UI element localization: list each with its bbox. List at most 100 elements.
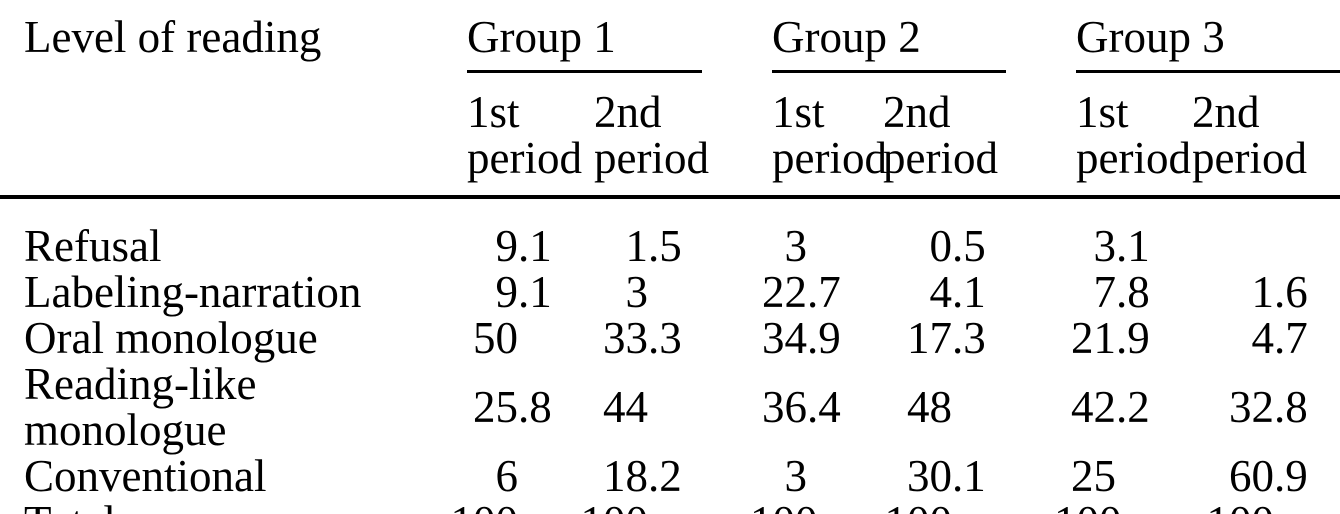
column-gap bbox=[1006, 315, 1054, 361]
integer-part: 9 bbox=[495, 221, 519, 271]
integer-part: 34 bbox=[762, 313, 808, 363]
decimal-part: .1 bbox=[952, 267, 986, 317]
row-label: Total bbox=[0, 499, 445, 514]
value-cell: 18.2 bbox=[572, 453, 702, 499]
value-cell: 100 bbox=[1054, 499, 1171, 514]
period-header-g3-2nd: 2nd period bbox=[1170, 73, 1340, 199]
period-line-1: 2nd bbox=[1192, 87, 1260, 137]
group-1-label: Group 1 bbox=[467, 12, 616, 62]
period-line-1: 1st bbox=[772, 87, 825, 137]
period-header-g1-2nd: 2nd period bbox=[572, 73, 709, 199]
integer-part: 36 bbox=[762, 382, 808, 432]
column-gap bbox=[702, 361, 750, 453]
decimal-part: .5 bbox=[952, 221, 986, 271]
period-header-g1-1st: 1st period bbox=[445, 73, 582, 199]
value-cell: 9.1 bbox=[445, 269, 572, 315]
value-cell: 100 bbox=[1170, 499, 1340, 514]
integer-part: 1 bbox=[625, 221, 649, 271]
decimal-part: .1 bbox=[1116, 221, 1150, 271]
value-cell: 34.9 bbox=[750, 315, 861, 361]
value-cell: 1.6 bbox=[1170, 269, 1340, 315]
integer-part: 33 bbox=[603, 313, 649, 363]
group-2-underline: Group 2 bbox=[772, 12, 1007, 73]
integer-part: 60 bbox=[1229, 451, 1275, 501]
integer-part: 25 bbox=[1071, 451, 1117, 501]
integer-part: 3 bbox=[625, 267, 649, 317]
group-header-row: Level of reading Group 1 Group 2 Group 3 bbox=[0, 0, 1340, 199]
row-label: Refusal bbox=[24, 221, 162, 271]
group-3-label: Group 3 bbox=[1076, 12, 1225, 62]
value-cell: 3 bbox=[750, 197, 861, 269]
value-cell: 4.1 bbox=[861, 269, 1006, 315]
integer-part: 48 bbox=[907, 382, 953, 432]
table-row: Conventional 6 18.2 3 30.1 25 60.9 bbox=[0, 453, 1340, 499]
integer-part: 18 bbox=[603, 451, 649, 501]
integer-part: 50 bbox=[473, 313, 518, 363]
value-cell: 50 bbox=[445, 315, 572, 361]
row-label: Conventional bbox=[24, 451, 267, 501]
integer-part: 100 bbox=[885, 497, 953, 514]
column-gap bbox=[702, 73, 751, 199]
integer-part: 42 bbox=[1071, 382, 1117, 432]
value-cell: 0.5 bbox=[861, 197, 1006, 269]
table-body: Refusal 9.1 1.5 3 0.5 3.1 Labeling-narration 9.… bbox=[0, 197, 1340, 514]
value-cell: 32.8 bbox=[1170, 361, 1340, 453]
integer-part: 9 bbox=[495, 267, 519, 317]
decimal-part: .9 bbox=[1274, 451, 1308, 501]
group-header-1: Group 1 bbox=[445, 0, 703, 73]
value-cell: 33.3 bbox=[572, 315, 702, 361]
integer-part: 44 bbox=[603, 382, 649, 432]
period-header-g2-2nd: 2nd period bbox=[861, 73, 1007, 199]
integer-part: 6 bbox=[495, 451, 519, 501]
value-cell: 7.8 bbox=[1054, 269, 1170, 315]
value-cell: 100 bbox=[861, 497, 1007, 514]
decimal-part: .4 bbox=[807, 382, 841, 432]
column-gap bbox=[702, 499, 751, 514]
decimal-part: .3 bbox=[648, 313, 682, 363]
value-cell: 9.1 bbox=[445, 197, 572, 269]
group-1-underline: Group 1 bbox=[467, 12, 703, 73]
integer-part: 0 bbox=[929, 221, 953, 271]
row-label: Oral monologue bbox=[24, 313, 318, 363]
group-header-2: Group 2 bbox=[750, 0, 1007, 73]
row-label: Reading-like monologue bbox=[24, 359, 257, 455]
value-cell: 36.4 bbox=[750, 361, 861, 453]
table-row: Total 100 100 100 100 100 100 bbox=[0, 499, 1340, 514]
value-cell: 25 bbox=[1054, 453, 1170, 499]
column-gap bbox=[702, 269, 750, 315]
column-gap bbox=[1006, 0, 1054, 73]
column-gap bbox=[1006, 197, 1054, 269]
column-gap bbox=[1006, 269, 1054, 315]
value-cell: 100 bbox=[572, 497, 703, 514]
integer-part: 32 bbox=[1229, 382, 1275, 432]
decimal-part: .1 bbox=[518, 221, 552, 271]
value-cell: 3 bbox=[750, 453, 861, 499]
integer-part: 100 bbox=[581, 497, 649, 514]
column-gap bbox=[702, 0, 750, 73]
integer-part: 3 bbox=[784, 221, 808, 271]
integer-part: 25 bbox=[473, 382, 518, 432]
integer-part: 17 bbox=[907, 313, 953, 363]
integer-part: 21 bbox=[1071, 313, 1117, 363]
period-line-1: 1st bbox=[1076, 87, 1129, 137]
column-header-level-of-reading: Level of reading bbox=[0, 0, 445, 199]
column-gap bbox=[1006, 73, 1055, 199]
decimal-part: .7 bbox=[1274, 313, 1308, 363]
value-cell: 100 bbox=[445, 499, 572, 514]
integer-part: 100 bbox=[451, 497, 519, 514]
table-row: Reading-like monologue 25.8 44 36.4 48 42.2 32… bbox=[0, 361, 1340, 453]
table-header: Level of reading Group 1 Group 2 Group 3 bbox=[0, 0, 1340, 199]
period-line-1: 2nd bbox=[883, 87, 951, 137]
period-header-g3-1st: 1st period bbox=[1054, 73, 1191, 199]
decimal-part: .9 bbox=[1116, 313, 1150, 363]
group-3-underline: Group 3 bbox=[1076, 12, 1340, 73]
value-cell: 22.7 bbox=[750, 269, 861, 315]
period-line-2: period bbox=[467, 133, 582, 183]
decimal-part: .2 bbox=[648, 451, 682, 501]
value-cell: 3.1 bbox=[1054, 197, 1170, 269]
value-cell: 21.9 bbox=[1054, 315, 1170, 361]
column-gap bbox=[1006, 453, 1054, 499]
value-cell: 42.2 bbox=[1054, 361, 1170, 453]
value-cell: 3 bbox=[572, 269, 702, 315]
